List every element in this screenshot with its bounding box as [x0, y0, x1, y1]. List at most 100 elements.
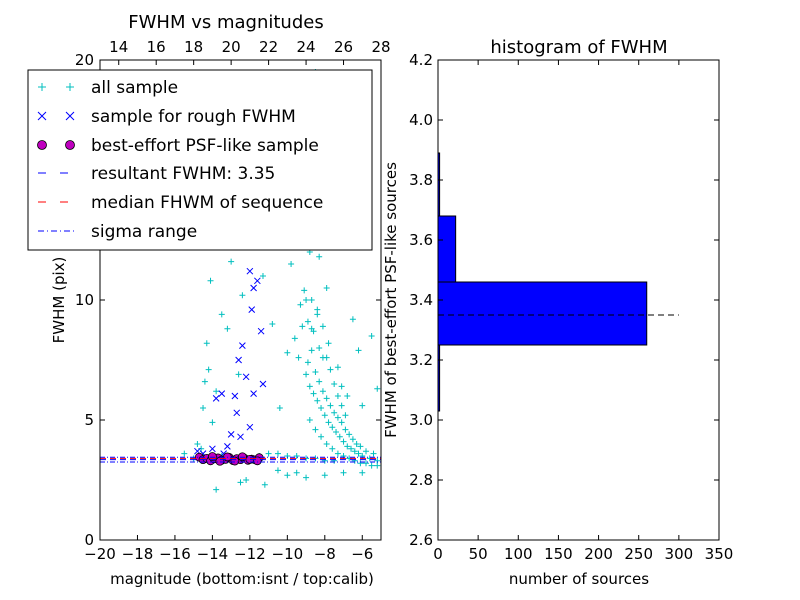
hist-x-tick-label: 50 [469, 545, 488, 563]
top-x-tick-label: 24 [297, 38, 316, 56]
all-sample-point [218, 311, 225, 318]
rough-sample-point [250, 284, 257, 292]
rough-sample-point [248, 306, 256, 313]
all-sample-point [198, 445, 205, 452]
hist-y-tick-label: 3.4 [409, 291, 433, 309]
all-sample-point [228, 258, 235, 265]
legend-label-resultant-fwhm: resultant FWHM: 3.35 [91, 164, 275, 184]
legend-label-all-sample: all sample [91, 78, 178, 98]
all-sample-point [351, 448, 358, 455]
hist-x-tick-label: 250 [624, 545, 653, 563]
rough-sample-point [233, 409, 241, 417]
all-sample-point [299, 323, 306, 330]
all-sample-point [318, 433, 325, 440]
all-sample-point [274, 467, 281, 474]
all-sample-point [368, 462, 375, 469]
all-sample-point [374, 462, 381, 469]
top-x-tick-label: 16 [147, 38, 166, 56]
all-sample-point [368, 333, 375, 339]
all-sample-point [349, 316, 356, 323]
hist-x-tick-label: 200 [584, 545, 613, 563]
bottom-x-tick-label: −14 [197, 545, 229, 563]
all-sample-point [344, 393, 351, 399]
bottom-x-tick-label: −18 [122, 545, 154, 563]
all-sample-point [207, 277, 214, 284]
top-x-tick-label: 20 [222, 38, 241, 56]
rough-sample-point [254, 277, 261, 285]
all-sample-point [308, 297, 315, 303]
hist-x-tick-label: 100 [504, 545, 533, 563]
rough-sample-point [212, 395, 220, 402]
all-sample-point [357, 443, 364, 450]
all-sample-point [200, 405, 207, 411]
all-sample-point [303, 371, 310, 378]
all-sample-point [331, 381, 338, 387]
rough-sample-point [218, 390, 226, 397]
all-sample-point [321, 472, 328, 479]
all-sample-point [288, 261, 295, 267]
all-sample-point [340, 469, 347, 476]
hist-x-tick-label: 300 [665, 545, 694, 563]
all-sample-point [370, 450, 377, 457]
all-sample-point [319, 388, 326, 395]
all-sample-point [301, 287, 308, 294]
rough-sample-point [259, 380, 267, 388]
all-sample-point [224, 325, 231, 332]
all-sample-point [274, 450, 281, 457]
hist-x-tick-label: 350 [705, 545, 734, 563]
rough-sample-point [239, 342, 246, 349]
legend-x-marker [37, 111, 47, 121]
scatter-plot-area [100, 69, 381, 493]
legend-plus-marker [38, 83, 46, 91]
all-sample-point [293, 469, 300, 476]
all-sample-point [303, 474, 310, 481]
all-sample-point [340, 438, 347, 445]
bottom-x-tick-label: −8 [314, 545, 336, 563]
all-sample-point [265, 450, 272, 457]
scatter-panel: FWHM vs magnitudes −20 −18 −16 −14 −12 −10 −8−… [27, 12, 391, 588]
rough-sample-point [250, 390, 257, 397]
all-sample-point [325, 419, 332, 426]
hist-x-tick-label: 150 [544, 545, 573, 563]
all-sample-point [348, 445, 355, 452]
all-sample-point [349, 436, 356, 443]
all-sample-point [338, 383, 345, 390]
all-sample-point [327, 366, 334, 373]
all-sample-point [284, 453, 291, 459]
all-sample-point [329, 445, 336, 452]
all-sample-point [297, 301, 304, 308]
all-sample-point [312, 369, 319, 375]
all-sample-point [342, 426, 349, 433]
legend-label-median-fwhm: median FHWM of sequence [91, 193, 323, 213]
y-tick-label: 10 [75, 291, 94, 309]
all-sample-point [334, 364, 341, 371]
all-sample-point [318, 405, 325, 411]
bottom-x-tick-label: −20 [84, 545, 116, 563]
all-sample-point [284, 349, 291, 356]
all-sample-point [353, 441, 360, 447]
top-x-tick-label: 28 [371, 38, 390, 56]
all-sample-point [291, 335, 298, 342]
y-tick-label: 20 [75, 51, 94, 69]
all-sample-point [261, 481, 268, 488]
all-sample-point [363, 448, 370, 455]
top-x-tick-label: 22 [259, 38, 278, 56]
all-sample-point [346, 431, 353, 438]
all-sample-point [306, 417, 313, 423]
all-sample-point [237, 479, 244, 486]
all-sample-point [243, 477, 250, 483]
all-sample-point [327, 402, 334, 409]
all-sample-point [321, 412, 328, 419]
all-sample-point [344, 443, 351, 450]
rough-sample-point [235, 356, 242, 364]
all-sample-point [323, 354, 330, 361]
all-sample-point [357, 460, 364, 467]
scatter-ylabel: FWHM (pix) [50, 257, 68, 344]
rough-sample-point [246, 423, 254, 431]
all-sample-point [316, 345, 323, 351]
hist-y-tick-label: 2.6 [409, 531, 433, 549]
all-sample-point [359, 469, 366, 476]
rough-sample-point [209, 445, 216, 453]
all-sample-point [319, 323, 326, 330]
legend-label-rough-sample: sample for rough FWHM [91, 107, 296, 127]
